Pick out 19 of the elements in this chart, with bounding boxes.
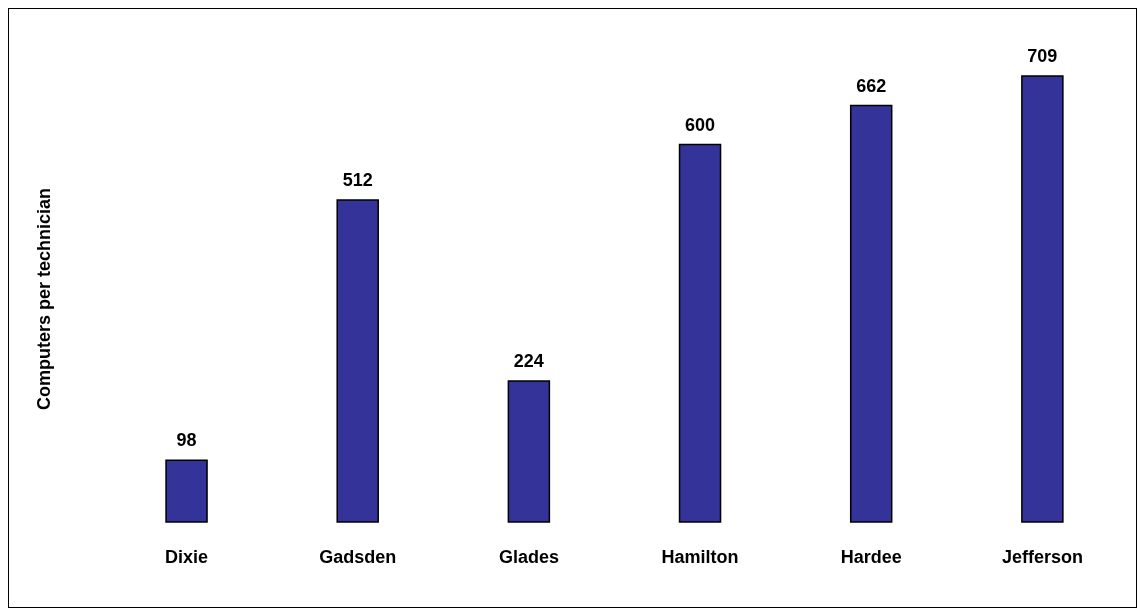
data-label: 98 <box>176 430 197 451</box>
x-tick-label: Dixie <box>165 546 209 567</box>
data-label: 512 <box>342 169 373 190</box>
bar <box>849 104 893 523</box>
bar <box>1021 75 1064 523</box>
bar <box>507 380 551 523</box>
bar <box>678 143 722 523</box>
bar <box>165 459 208 523</box>
x-tick-label: Gadsden <box>319 546 397 567</box>
x-tick-label: Jefferson <box>1001 546 1083 567</box>
data-label: 600 <box>685 114 716 135</box>
bar <box>336 199 379 523</box>
x-tick-label: Hamilton <box>661 546 739 567</box>
data-label: 662 <box>856 75 887 96</box>
y-axis-title: Computers per technician <box>34 187 55 411</box>
x-tick-label: Glades <box>498 546 559 567</box>
x-tick-label: Hardee <box>840 546 902 567</box>
data-label: 709 <box>1027 46 1058 66</box>
data-label: 224 <box>513 351 544 372</box>
